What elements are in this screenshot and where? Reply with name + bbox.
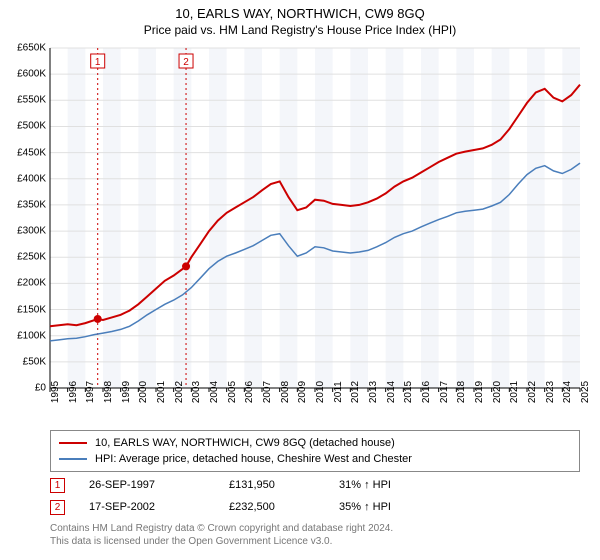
y-axis-label: £250K [17,252,46,263]
legend-row-hpi: HPI: Average price, detached house, Ches… [59,451,571,467]
chart-title: 10, EARLS WAY, NORTHWICH, CW9 8GQ [0,0,600,21]
chart-svg: 12 [50,48,580,388]
x-axis-label: 2004 [209,381,220,403]
y-axis-label: £0 [35,383,46,394]
x-axis-label: 2009 [297,381,308,403]
x-axis-label: 2023 [545,381,556,403]
y-axis-label: £600K [17,69,46,80]
y-axis-label: £350K [17,199,46,210]
footer-line1: Contains HM Land Registry data © Crown c… [50,522,393,535]
sale-marker-num: 1 [55,480,61,491]
x-axis-label: 1995 [50,381,61,403]
sale-row: 2 17-SEP-2002 £232,500 35% ↑ HPI [50,496,391,518]
legend-label-price: 10, EARLS WAY, NORTHWICH, CW9 8GQ (detac… [95,437,395,449]
x-axis-label: 2013 [368,381,379,403]
legend-row-price: 10, EARLS WAY, NORTHWICH, CW9 8GQ (detac… [59,435,571,451]
y-axis-label: £450K [17,147,46,158]
x-axis-label: 2006 [244,381,255,403]
legend-swatch-hpi [59,458,87,460]
x-axis-label: 2007 [262,381,273,403]
sale-marker-num: 2 [55,502,61,513]
chart-subtitle: Price paid vs. HM Land Registry's House … [0,21,600,37]
y-axis-label: £50K [23,356,46,367]
y-axis-label: £100K [17,330,46,341]
y-axis-label: £300K [17,226,46,237]
x-axis-label: 2021 [509,381,520,403]
sale-row: 1 26-SEP-1997 £131,950 31% ↑ HPI [50,474,391,496]
x-axis-label: 2000 [138,381,149,403]
y-axis-label: £400K [17,173,46,184]
y-axis-label: £200K [17,278,46,289]
sale-date: 17-SEP-2002 [89,501,229,513]
x-axis-label: 2010 [315,381,326,403]
x-axis-label: 1998 [103,381,114,403]
footer-line2: This data is licensed under the Open Gov… [50,535,393,548]
x-axis-label: 2015 [403,381,414,403]
x-axis-label: 2022 [527,381,538,403]
svg-text:1: 1 [95,57,101,68]
x-axis-label: 1999 [121,381,132,403]
sales-table: 1 26-SEP-1997 £131,950 31% ↑ HPI 2 17-SE… [50,474,391,518]
y-axis-label: £500K [17,121,46,132]
sale-delta: 31% ↑ HPI [339,479,391,491]
sale-price: £131,950 [229,479,339,491]
x-axis-label: 2001 [156,381,167,403]
sale-price: £232,500 [229,501,339,513]
x-axis-label: 2025 [580,381,591,403]
legend-swatch-price [59,442,87,444]
x-axis-label: 2003 [191,381,202,403]
sale-marker-badge: 2 [50,500,65,515]
x-axis-label: 2019 [474,381,485,403]
x-axis-label: 2011 [333,381,344,403]
x-axis-label: 2002 [174,381,185,403]
y-axis-label: £650K [17,43,46,54]
sale-marker-badge: 1 [50,478,65,493]
x-axis-label: 1996 [68,381,79,403]
x-axis-label: 2024 [562,381,573,403]
x-axis-label: 1997 [85,381,96,403]
x-axis-label: 2017 [439,381,450,403]
x-axis-label: 2014 [386,381,397,403]
sale-delta: 35% ↑ HPI [339,501,391,513]
chart-container: 10, EARLS WAY, NORTHWICH, CW9 8GQ Price … [0,0,600,560]
x-axis-label: 2012 [350,381,361,403]
sale-date: 26-SEP-1997 [89,479,229,491]
x-axis-label: 2018 [456,381,467,403]
legend-box: 10, EARLS WAY, NORTHWICH, CW9 8GQ (detac… [50,430,580,472]
y-axis-label: £150K [17,304,46,315]
footer: Contains HM Land Registry data © Crown c… [50,522,393,548]
chart-area: 12 £0£50K£100K£150K£200K£250K£300K£350K£… [50,48,580,388]
legend-label-hpi: HPI: Average price, detached house, Ches… [95,453,412,465]
x-axis-label: 2008 [280,381,291,403]
svg-text:2: 2 [183,57,189,68]
x-axis-label: 2005 [227,381,238,403]
y-axis-label: £550K [17,95,46,106]
x-axis-label: 2016 [421,381,432,403]
x-axis-label: 2020 [492,381,503,403]
